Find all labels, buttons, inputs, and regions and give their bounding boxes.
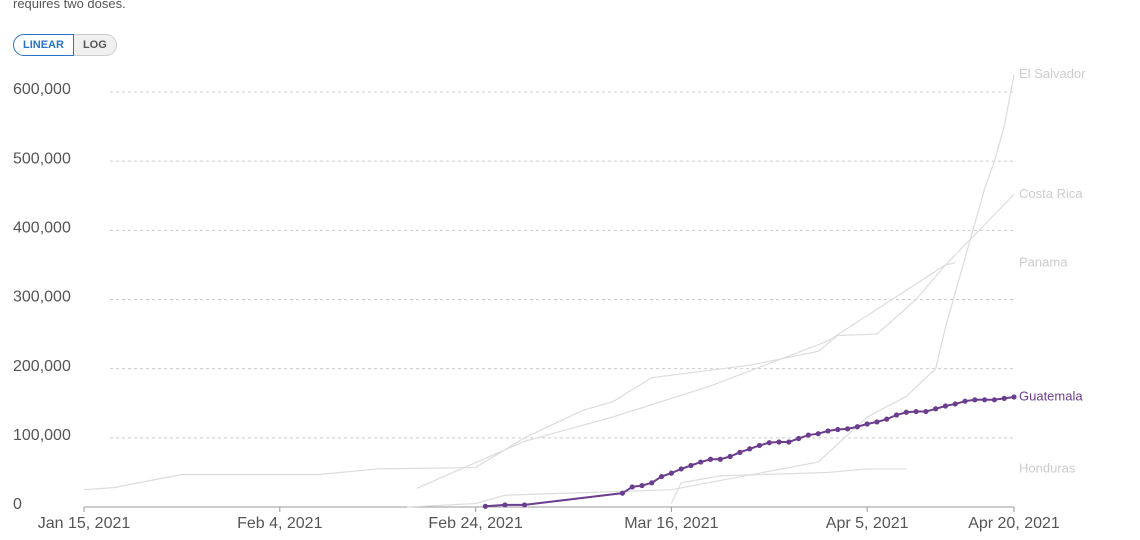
- data-point: [933, 406, 939, 412]
- series-label: Honduras: [1019, 460, 1076, 475]
- data-point: [502, 502, 508, 508]
- data-point: [649, 480, 655, 486]
- data-point: [844, 426, 851, 432]
- data-point: [796, 435, 802, 442]
- y-tick-label: 200,000: [13, 358, 71, 375]
- y-tick-label: 300,000: [13, 289, 71, 306]
- data-point: [688, 462, 694, 469]
- data-point: [766, 440, 772, 446]
- series-line: [670, 468, 907, 504]
- linear-button[interactable]: LINEAR: [13, 34, 74, 56]
- data-point: [893, 412, 900, 418]
- data-point: [629, 484, 635, 490]
- data-point: [707, 456, 714, 462]
- series-label: Costa Rica: [1019, 186, 1083, 201]
- y-tick-label: 600,000: [13, 81, 71, 98]
- series-label: Guatemala: [1019, 388, 1083, 403]
- data-point: [991, 397, 998, 403]
- data-point: [815, 431, 821, 437]
- x-tick-label: Feb 4, 2021: [237, 515, 323, 532]
- data-point: [737, 449, 743, 455]
- data-point: [521, 502, 528, 508]
- data-point: [864, 421, 870, 427]
- data-point: [972, 397, 978, 403]
- data-point: [639, 482, 645, 489]
- data-point: [698, 459, 704, 465]
- data-point: [923, 408, 929, 415]
- series-line: [407, 74, 1015, 508]
- y-tick-label: 0: [13, 496, 22, 513]
- data-point: [942, 403, 949, 409]
- series-line: [485, 396, 1015, 508]
- data-point: [903, 409, 909, 415]
- x-tick-label: Apr 5, 2021: [826, 515, 909, 532]
- data-point: [1011, 394, 1017, 400]
- series-label: Panama: [1019, 254, 1068, 269]
- data-point: [854, 424, 860, 430]
- data-point: [805, 432, 812, 438]
- data-point: [952, 401, 958, 407]
- data-point: [668, 470, 674, 476]
- data-point: [776, 439, 782, 445]
- data-point: [747, 446, 753, 452]
- x-tick-label: Apr 20, 2021: [968, 515, 1060, 532]
- data-point: [884, 416, 890, 422]
- data-point: [962, 398, 968, 404]
- data-point: [727, 453, 733, 460]
- x-tick-label: Mar 16, 2021: [624, 515, 718, 532]
- x-tick-label: Jan 15, 2021: [38, 515, 131, 532]
- data-point: [786, 439, 792, 445]
- note: requires two doses.: [13, 0, 126, 11]
- y-tick-label: 500,000: [13, 150, 71, 167]
- y-tick-label: 400,000: [13, 220, 71, 237]
- x-tick-label: Feb 24, 2021: [428, 515, 522, 532]
- series-line: [83, 262, 956, 491]
- data-point: [1001, 395, 1007, 402]
- data-point: [658, 473, 665, 480]
- data-point: [913, 408, 919, 415]
- data-point: [678, 466, 684, 472]
- data-point: [825, 428, 831, 434]
- data-point: [619, 490, 626, 496]
- data-point: [874, 419, 880, 425]
- series-label: El Salvador: [1019, 66, 1086, 81]
- data-point: [482, 503, 488, 509]
- y-tick-label: 100,000: [13, 427, 71, 444]
- data-point: [835, 426, 841, 433]
- data-point: [717, 456, 723, 462]
- data-point: [982, 397, 988, 403]
- series-line: [416, 193, 1015, 489]
- scale-toggle: LINEAR LOG: [13, 34, 117, 56]
- data-point: [756, 442, 763, 449]
- log-button[interactable]: LOG: [73, 34, 117, 56]
